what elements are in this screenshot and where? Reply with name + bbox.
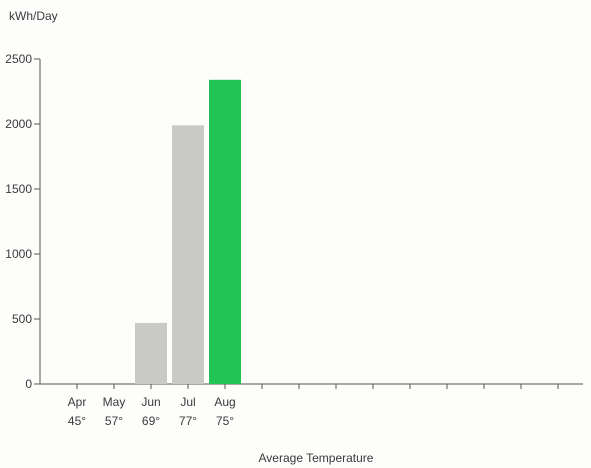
x-tick-label-temperature: 69° — [142, 414, 160, 428]
x-axis — [40, 383, 583, 389]
y-axis-label: kWh/Day — [9, 9, 58, 23]
x-tick-label-month: May — [103, 395, 126, 409]
x-tick-label-month: Aug — [214, 395, 235, 409]
x-tick-label-month: Jun — [141, 395, 160, 409]
x-axis-label: Average Temperature — [259, 451, 374, 465]
y-tick-label: 2000 — [5, 117, 32, 131]
bars-group — [135, 79, 241, 385]
y-tick-label: 0 — [25, 377, 32, 391]
y-tick-label: 1500 — [5, 182, 32, 196]
bar-jun — [135, 322, 167, 384]
x-tick-label-temperature: 77° — [179, 414, 197, 428]
y-tick-label: 1000 — [5, 247, 32, 261]
x-tick-label-month: Apr — [68, 395, 87, 409]
bar-jul — [172, 125, 204, 385]
x-tick-label-month: Jul — [180, 395, 195, 409]
y-tick-label: 2500 — [5, 52, 32, 66]
bar-aug — [209, 79, 241, 385]
y-axis: 0 500 1000 1500 2000 2500 — [5, 52, 41, 391]
x-tick-label-temperature: 75° — [216, 414, 234, 428]
category-labels: Apr 45° May 57° Jun 69° Jul 77° Aug 75° — [68, 395, 236, 428]
y-tick-label: 500 — [12, 312, 32, 326]
x-tick-label-temperature: 57° — [105, 414, 123, 428]
x-tick-label-temperature: 45° — [68, 414, 86, 428]
